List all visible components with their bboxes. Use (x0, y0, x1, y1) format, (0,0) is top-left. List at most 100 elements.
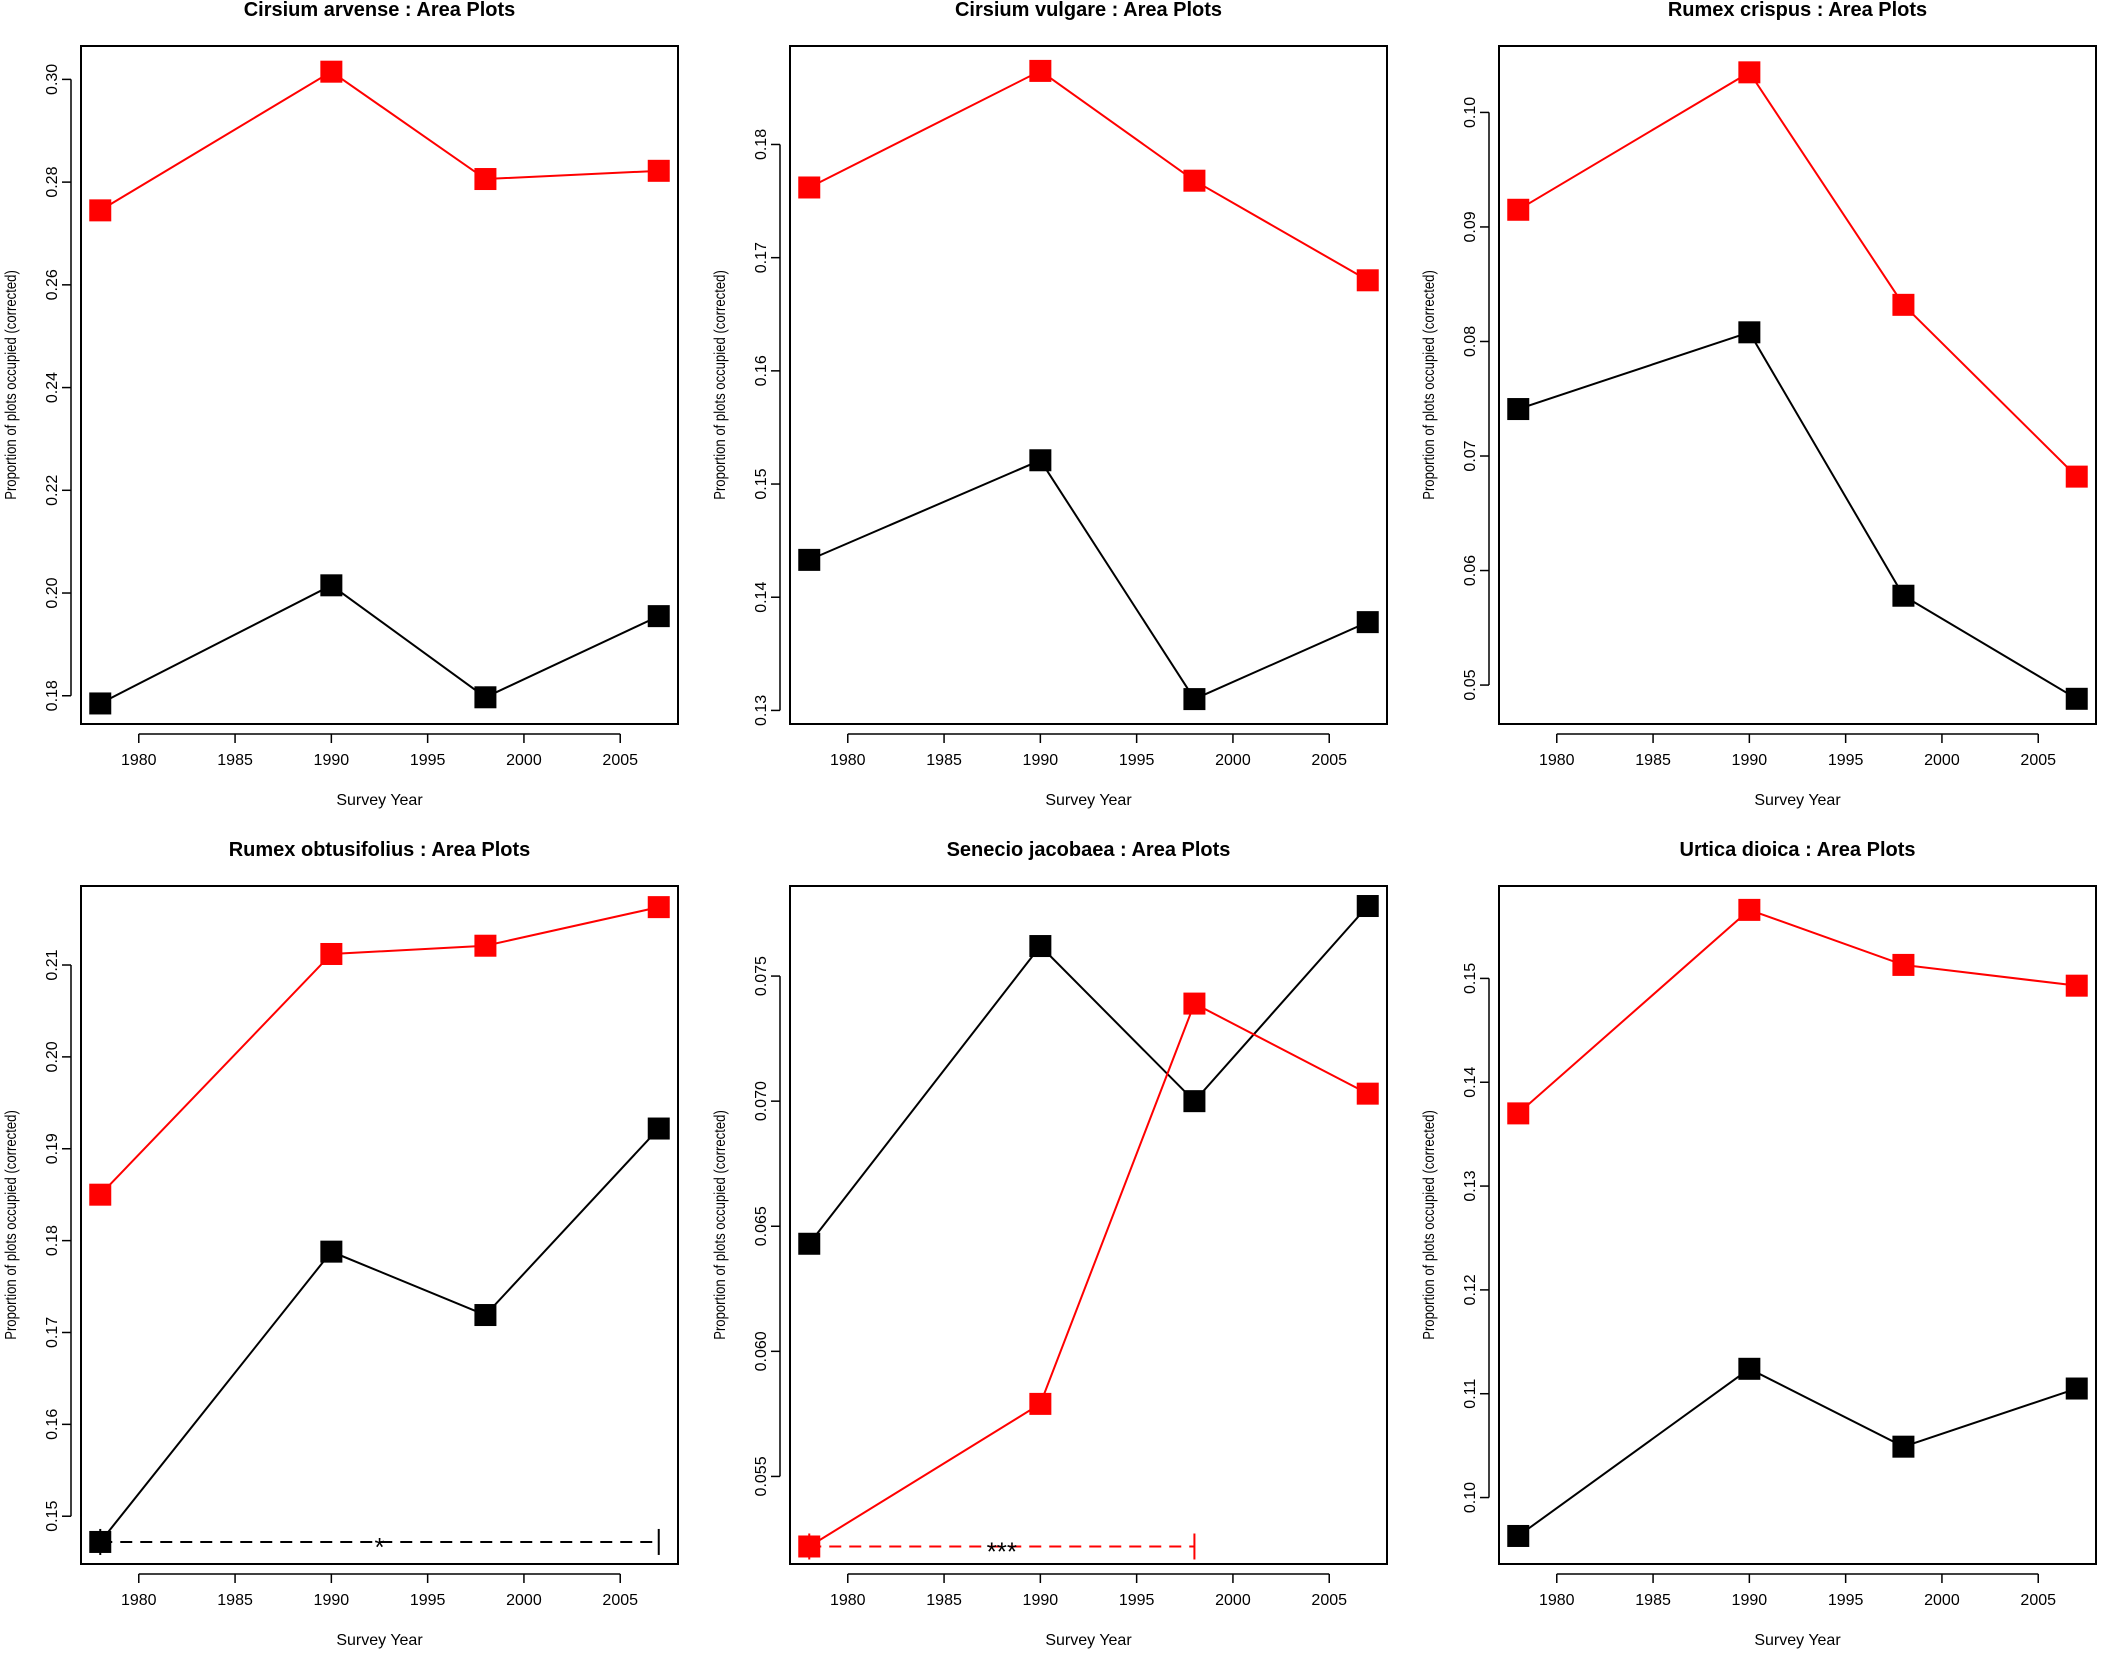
y-tick-label: 0.28 (44, 166, 61, 197)
data-point (647, 159, 670, 182)
data-point (320, 942, 343, 965)
series-line (808, 905, 1369, 1245)
x-tick-label: 1980 (1539, 752, 1575, 769)
data-point (1356, 895, 1379, 918)
data-point (2065, 974, 2088, 997)
data-point (1183, 992, 1206, 1015)
plot-frame (80, 885, 679, 1565)
y-tick-label: 0.08 (1462, 326, 1479, 357)
y-tick-label: 0.15 (753, 468, 770, 499)
series-line (99, 906, 659, 1196)
chart-title: Rumex crispus : Area Plots (1668, 0, 1927, 21)
data-point (1738, 61, 1761, 84)
y-tick-label: 0.070 (753, 1081, 770, 1121)
data-point (474, 168, 497, 191)
data-point (798, 548, 821, 571)
x-tick-label: 2000 (1924, 1592, 1960, 1609)
y-tick-label: 0.09 (1462, 211, 1479, 242)
panel-rumex-crispus: Rumex crispus : Area Plots 1980 1985 1990 19… (1421, 0, 2097, 809)
chart-title: Cirsium vulgare : Area Plots (955, 0, 1222, 21)
y-axis-title: Proportion of plots occupied (corrected) (3, 1110, 20, 1340)
panel-senecio-jacobaea: Senecio jacobaea : Area Plots 1980 1985 199… (712, 840, 1388, 1649)
x-tick-label: 2000 (1924, 752, 1960, 769)
data-point (798, 1535, 821, 1558)
x-tick-label: 2000 (1215, 752, 1251, 769)
panel-cirsium-arvense: Cirsium arvense : Area Plots 1980 1985 1990… (3, 0, 679, 809)
y-tick-label: 0.20 (44, 577, 61, 608)
x-tick-label: 1985 (217, 752, 253, 769)
data-point (1029, 1392, 1052, 1415)
plot-frame (789, 885, 1388, 1565)
data-point (474, 934, 497, 957)
x-tick-label: 1985 (1635, 1592, 1671, 1609)
y-tick-label: 0.14 (753, 582, 770, 613)
data-point (1738, 1357, 1761, 1380)
y-tick-label: 0.065 (753, 1206, 770, 1246)
chart-title: Rumex obtusifolius : Area Plots (229, 840, 531, 861)
x-tick-label: 1985 (217, 1592, 253, 1609)
data-point (1029, 59, 1052, 82)
data-point (1892, 293, 1915, 316)
x-tick-label: 1985 (926, 752, 962, 769)
series-line (808, 69, 1369, 282)
y-tick-label: 0.05 (1462, 669, 1479, 700)
series-line (1517, 908, 2077, 1115)
y-tick-label: 0.10 (1462, 97, 1479, 128)
x-tick-label: 1995 (410, 752, 446, 769)
data-point (89, 1530, 112, 1553)
y-axis-title: Proportion of plots occupied (corrected) (3, 270, 20, 500)
x-axis-title: Survey Year (1754, 792, 1841, 809)
panel-rumex-obtusifolius: Rumex obtusifolius : Area Plots 1980 1985 1… (3, 840, 679, 1649)
y-tick-label: 0.10 (1462, 1482, 1479, 1513)
data-point (798, 176, 821, 199)
x-tick-label: 2005 (2020, 1592, 2056, 1609)
plot-frame (789, 45, 1388, 725)
x-tick-label: 1995 (1119, 752, 1155, 769)
x-axis-title: Survey Year (336, 792, 423, 809)
chart-title: Senecio jacobaea : Area Plots (947, 840, 1231, 861)
y-tick-label: 0.12 (1462, 1274, 1479, 1305)
data-point (2065, 465, 2088, 488)
y-tick-label: 0.055 (753, 1456, 770, 1496)
data-point (474, 686, 497, 709)
y-tick-label: 0.20 (44, 1041, 61, 1072)
data-point (1356, 269, 1379, 292)
data-point (647, 896, 670, 919)
series-line (99, 1127, 660, 1543)
series-line (1517, 70, 2078, 478)
data-point (1029, 449, 1052, 472)
data-point (320, 574, 343, 597)
x-tick-label: 2005 (1311, 752, 1347, 769)
data-point (474, 1304, 497, 1327)
x-tick-label: 1980 (830, 752, 866, 769)
y-axis-title: Proportion of plots occupied (corrected) (1421, 1110, 1438, 1340)
x-tick-label: 1995 (1119, 1592, 1155, 1609)
x-tick-label: 1995 (410, 1592, 446, 1609)
series-line (99, 584, 660, 705)
y-tick-label: 0.075 (753, 956, 770, 996)
data-point (1738, 898, 1761, 921)
series-line (1517, 1367, 2078, 1537)
data-point (1892, 953, 1915, 976)
data-point (1356, 611, 1379, 634)
x-tick-label: 1980 (121, 1592, 157, 1609)
data-point (2065, 1377, 2088, 1400)
significance-label: * (374, 1532, 384, 1562)
y-tick-label: 0.18 (753, 129, 770, 160)
plot-frame (80, 45, 679, 725)
data-point (1183, 1090, 1206, 1113)
x-tick-label: 1990 (314, 1592, 350, 1609)
y-tick-label: 0.07 (1462, 440, 1479, 471)
x-tick-label: 2005 (602, 1592, 638, 1609)
y-tick-label: 0.13 (753, 695, 770, 726)
data-point (1029, 935, 1052, 958)
x-tick-label: 1990 (1023, 1592, 1059, 1609)
x-tick-label: 1995 (1828, 1592, 1864, 1609)
data-point (647, 605, 670, 628)
series-line (808, 1002, 1369, 1548)
y-axis-title: Proportion of plots occupied (corrected) (712, 1110, 729, 1340)
x-tick-label: 2005 (602, 752, 638, 769)
data-point (1892, 584, 1915, 607)
chart-title: Cirsium arvense : Area Plots (244, 0, 516, 21)
y-tick-label: 0.06 (1462, 555, 1479, 586)
